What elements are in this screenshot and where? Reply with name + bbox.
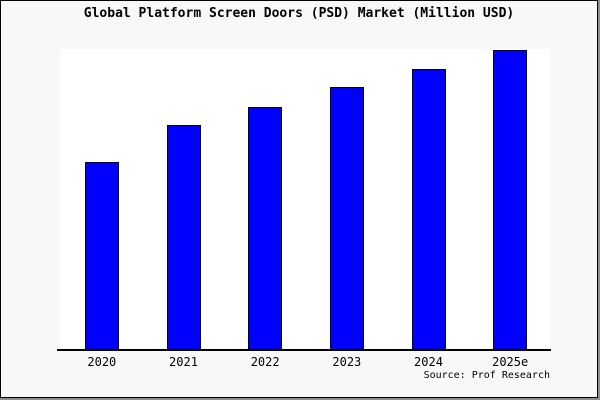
bar-2021 — [166, 125, 201, 350]
bar-2025e — [493, 50, 528, 350]
bar-2022 — [248, 107, 283, 350]
x-axis-labels: 2020 2021 2022 2023 2024 2025e — [60, 355, 550, 371]
x-tick-label-2025e: 2025e — [492, 355, 529, 369]
x-tick-label-2024: 2024 — [414, 355, 443, 369]
bar-2023 — [329, 87, 364, 350]
x-axis-line — [57, 349, 551, 351]
x-tick-label-2022: 2022 — [250, 355, 280, 369]
source-credit: Source: Prof Research — [423, 370, 550, 381]
bar-2020 — [84, 162, 119, 350]
chart-title: Global Platform Screen Doors (PSD) Marke… — [83, 6, 515, 21]
x-tick-label-2020: 2020 — [87, 355, 117, 369]
bar-2024 — [411, 69, 446, 350]
x-tick-label-2021: 2021 — [169, 355, 198, 369]
plot-area — [60, 49, 550, 350]
x-tick-label-2023: 2023 — [332, 355, 362, 369]
